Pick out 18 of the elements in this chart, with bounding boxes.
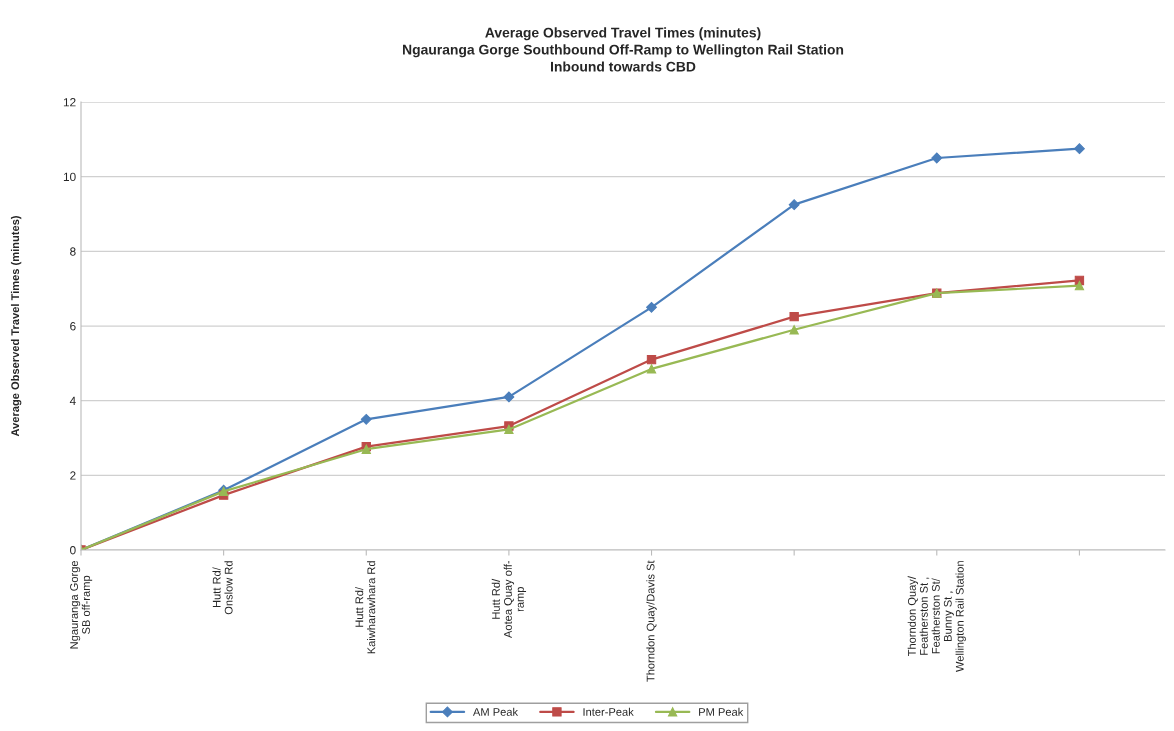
legend-label: AM Peak bbox=[472, 707, 519, 716]
y-tick-label: 12 bbox=[63, 98, 76, 107]
x-tick-label: Hutt Rd/ Kaiwharawhara Rd bbox=[355, 561, 376, 654]
y-tick-label: 4 bbox=[69, 396, 76, 405]
legend-label: Inter-Peak bbox=[583, 707, 634, 716]
y-axis-title: Average Observed Travel Times (minutes) bbox=[10, 216, 22, 437]
x-tick-label: Thorndon Quay/ Featherston St , Featherston St/ Bunny St , Wellington Rail Station bbox=[907, 561, 966, 672]
chart-title: Average Observed Travel Times (minutes) Ngauranga Gorge Southbound Off-Ramp to Wellington Rail Station Inbound towards CBD bbox=[403, 27, 844, 72]
y-tick-label: 10 bbox=[63, 172, 76, 182]
x-tick-label: Hutt Rd/ Aotea Quay off- ramp bbox=[491, 560, 527, 639]
x-tick-label: Hutt Rd/ Onslow Rd bbox=[212, 561, 233, 615]
y-tick-label: 8 bbox=[70, 247, 76, 256]
y-tick-label: 2 bbox=[70, 471, 76, 480]
x-tick-label: Thorndon Quay/Davis St bbox=[646, 560, 657, 682]
x-tick-label: Ngauranga Gorge SB off-ramp bbox=[70, 560, 93, 649]
y-tick-label: 0 bbox=[70, 546, 76, 555]
legend-label: PM Peak bbox=[699, 707, 744, 716]
y-tick-label: 6 bbox=[70, 322, 76, 331]
